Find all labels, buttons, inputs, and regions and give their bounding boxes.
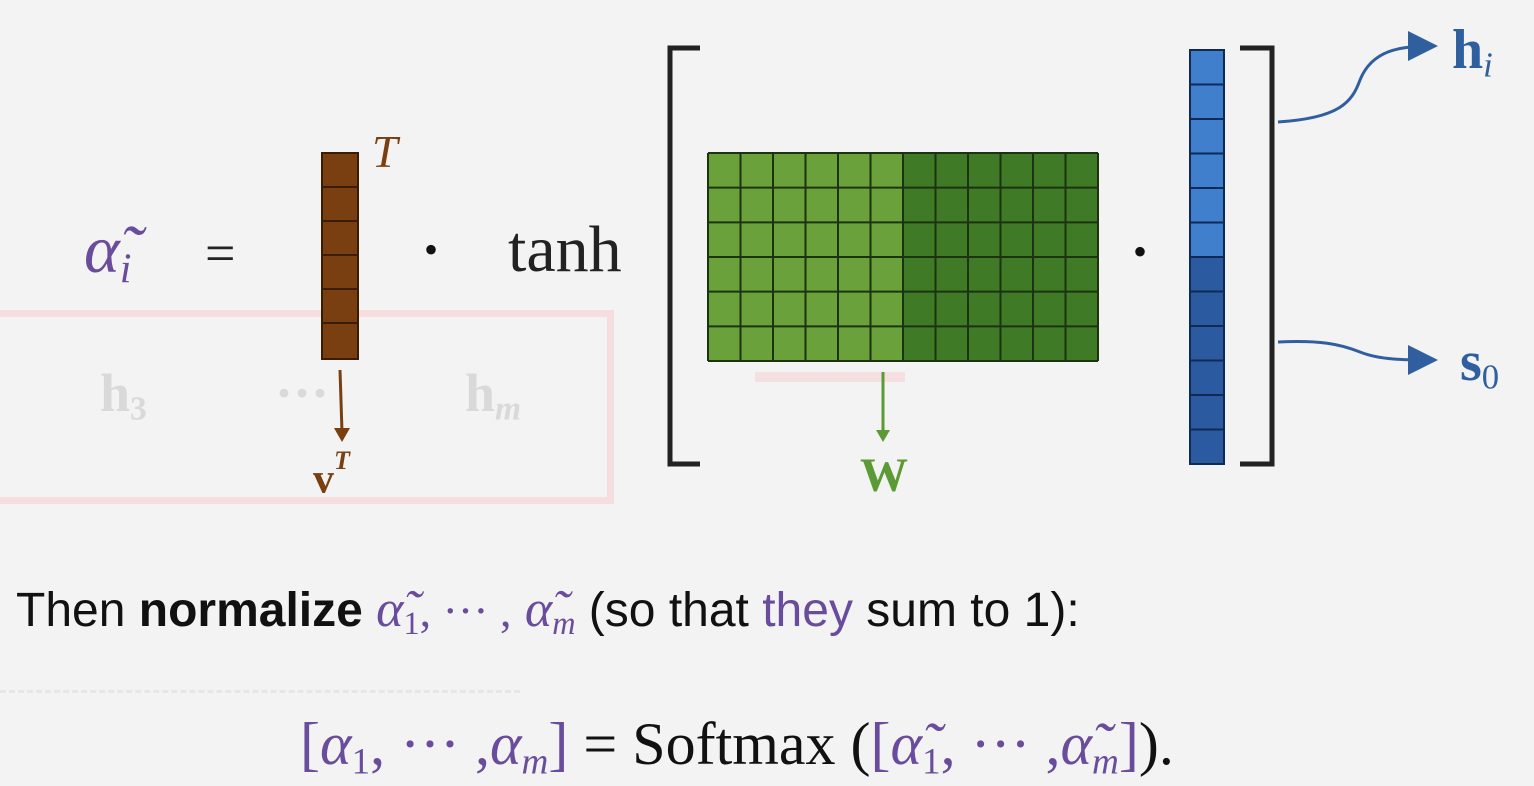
- concat-vector-cell: [1189, 290, 1225, 327]
- concat-vector-cell: [1189, 83, 1225, 120]
- concat-vector-cell: [1189, 187, 1225, 224]
- ghost-dashed-line: [0, 690, 520, 693]
- then-text: Then: [16, 584, 139, 637]
- transpose-mark: T: [372, 126, 398, 177]
- concat-vector-cell: [1189, 359, 1225, 396]
- they-text: they: [762, 584, 853, 637]
- s-arrow: [1277, 340, 1438, 375]
- concat-vector-cell: [1189, 256, 1225, 293]
- normalize-sentence: Then normalize α̃1, ··· , α̃m (so that t…: [16, 580, 1080, 642]
- concat-vector-cell: [1189, 325, 1225, 362]
- ghost-red-bar: [755, 372, 905, 382]
- ghost-hm-label: hm: [465, 363, 522, 428]
- softmax-equation: [α1, ··· ,αm] = Softmax ([α̃1, ··· ,α̃m]…: [300, 711, 1174, 783]
- concat-vector-cell: [1189, 394, 1225, 431]
- ghost-box: [0, 310, 614, 504]
- w-label: W: [860, 449, 908, 502]
- h-arrow: [1277, 31, 1438, 124]
- concat-vector: [1189, 49, 1225, 465]
- v-vector: [321, 152, 359, 360]
- paren-close-text: sum to 1):: [852, 584, 1080, 637]
- concat-vector-cell: [1189, 49, 1225, 86]
- left-bracket: [667, 45, 700, 467]
- alpha-tilde-m: α̃m: [524, 581, 576, 642]
- equals-sign: =: [205, 223, 236, 283]
- alpha-tilde-1: α̃1: [376, 581, 420, 642]
- ghost-h3-label: h3: [100, 363, 147, 428]
- normalize-text: normalize: [138, 584, 363, 637]
- concat-vector-cell: [1189, 118, 1225, 155]
- concat-vector-cell: [1189, 221, 1225, 258]
- right-bracket: [1240, 45, 1275, 467]
- w-arrow: [876, 372, 890, 442]
- dot-operator-1: •: [424, 227, 439, 272]
- alpha-tilde-i: α̃i: [84, 211, 132, 293]
- ghost-dots: ···: [275, 363, 330, 423]
- concat-vector-cell: [1189, 428, 1225, 465]
- tanh-label: tanh: [508, 213, 622, 286]
- v-transpose-label: vT: [313, 446, 350, 503]
- s-0-label: s0: [1460, 331, 1500, 397]
- alpha-list-dots: , ··· ,: [419, 585, 512, 636]
- h-i-label: hi: [1452, 19, 1493, 85]
- w-matrix: [707, 152, 1099, 362]
- v-arrow: [334, 369, 350, 442]
- concat-vector-cell: [1189, 152, 1225, 189]
- dot-operator-2: •: [1133, 229, 1148, 274]
- paren-open-text: (so that: [575, 584, 763, 637]
